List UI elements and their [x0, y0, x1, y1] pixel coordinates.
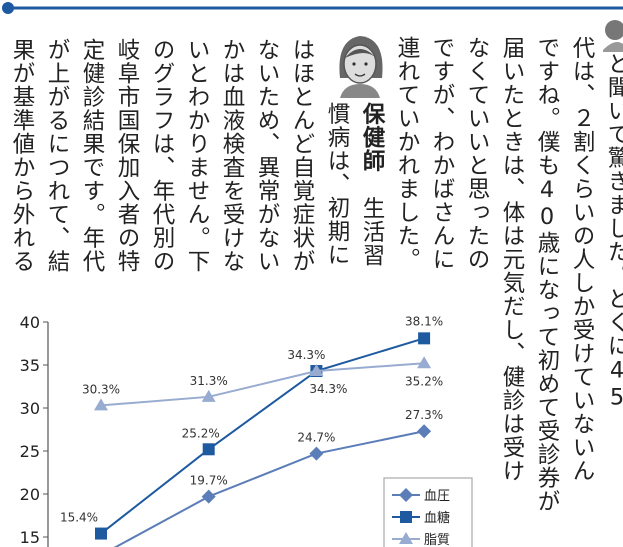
- column-text: 連れていかれました。: [394, 36, 420, 271]
- column-text: なくていいと思ったの: [464, 36, 490, 271]
- column-text: 定健診結果です。年代: [79, 38, 105, 273]
- marker: [95, 528, 107, 540]
- marker: [203, 443, 215, 455]
- column-text: が上がるにつれて、結: [44, 38, 70, 273]
- column-text: 代は、２割くらいの人しか受けていないん: [569, 36, 595, 483]
- column-text: 生活習: [359, 197, 385, 268]
- column-text: ですね。僕も40歳になって初めて受診券が: [534, 36, 560, 513]
- text-column: ですね。僕も40歳になって初めて受診券が: [532, 36, 562, 513]
- value-label: 34.3%: [309, 382, 347, 396]
- text-column: かは血液検査を受けな: [217, 38, 247, 273]
- column-text: かは血液検査を受けな: [219, 38, 245, 273]
- y-tick-label: 30: [20, 399, 40, 418]
- column-text: 果が基準値から外れる: [9, 38, 35, 273]
- column-text: 届いたときは、体は元気だし、健診は受け: [499, 36, 525, 483]
- marker: [418, 332, 430, 344]
- text-column: はほとんど自覚症状が: [287, 38, 317, 273]
- value-label: 27.3%: [405, 408, 443, 422]
- y-tick-label: 35: [20, 356, 40, 375]
- text-column: 慣病は、初期に: [322, 102, 352, 267]
- y-tick-label: 40: [20, 313, 40, 332]
- text-column: 代は、２割くらいの人しか受けていないん: [567, 36, 597, 483]
- column-text: ですが、わかばさんに: [429, 36, 455, 271]
- rule-dot: [2, 2, 14, 14]
- text-column: いとわかりません。下: [182, 38, 212, 273]
- text-column: 連れていかれました。: [392, 36, 422, 271]
- text-column: と聞いて驚きました。とくに45: [602, 52, 623, 412]
- text-column: 果が基準値から外れる: [7, 38, 37, 273]
- text-column: 定健診結果です。年代: [77, 38, 107, 273]
- column-text: 岐阜市国保加入者の特: [114, 38, 140, 273]
- nurse-icon: [339, 36, 382, 98]
- y-tick-label: 25: [20, 442, 40, 461]
- legend-label: 血糖: [424, 510, 450, 526]
- legend-label: 血圧: [424, 489, 450, 504]
- legend-label: 脂質: [424, 533, 450, 547]
- column-text: 慣病は、初期に: [324, 102, 350, 267]
- y-tick-label: 20: [20, 485, 40, 504]
- text-column: が上がるにつれて、結: [42, 38, 72, 273]
- value-label: 31.3%: [190, 374, 228, 388]
- value-label: 30.3%: [82, 382, 120, 396]
- text-column: 岐阜市国保加入者の特: [112, 38, 142, 273]
- value-label: 19.7%: [190, 474, 228, 488]
- value-label: 25.2%: [182, 426, 220, 440]
- text-column: 届いたときは、体は元気だし、健診は受け: [497, 36, 527, 483]
- column-text: と聞いて驚きました。とくに45: [604, 52, 623, 412]
- value-label: 24.7%: [297, 431, 335, 445]
- text-column: 保健師生活習: [357, 102, 387, 267]
- text-column: ないため、異常がない: [252, 38, 282, 273]
- speaker-label: 保健師: [357, 102, 387, 173]
- text-column: ですが、わかばさんに: [427, 36, 457, 271]
- column-text: のグラフは、年代別の: [149, 38, 175, 273]
- value-label: 34.3%: [287, 348, 325, 362]
- column-text: いとわかりません。下: [184, 38, 210, 273]
- value-label: 38.1%: [405, 314, 443, 328]
- chart: 15 20 25 30 35 40 19.7% 24.7% 27.3% 15.4% 25.2% 34.…: [0, 300, 480, 547]
- text-column: なくていいと思ったの: [462, 36, 492, 271]
- value-label: 15.4%: [60, 511, 98, 525]
- y-tick-label: 15: [20, 528, 40, 547]
- person-icon: [603, 20, 623, 52]
- page: {"article": {"speaker": "保健師", "columns"…: [0, 0, 623, 547]
- legend-marker: [400, 511, 412, 523]
- value-label: 35.2%: [405, 374, 443, 388]
- column-text: ないため、異常がない: [254, 38, 280, 273]
- column-text: はほとんど自覚症状が: [289, 38, 315, 273]
- text-column: のグラフは、年代別の: [147, 38, 177, 273]
